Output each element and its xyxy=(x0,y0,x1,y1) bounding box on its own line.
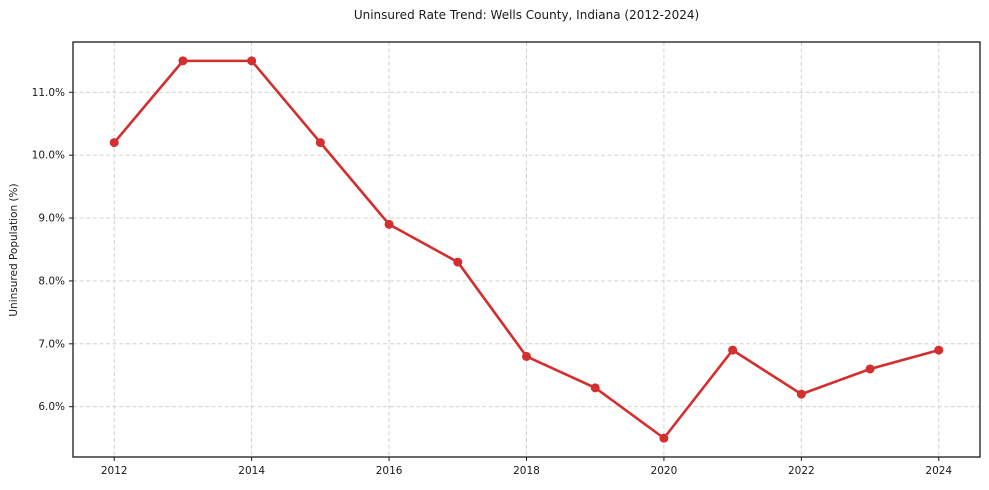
data-point-2019 xyxy=(590,383,600,393)
y-tick-label: 10.0% xyxy=(32,150,65,162)
data-point-2023 xyxy=(865,364,875,374)
x-tick-label: 2022 xyxy=(788,465,815,477)
x-tick-label: 2020 xyxy=(651,465,678,477)
y-tick-label: 7.0% xyxy=(38,338,65,350)
x-tick-label: 2018 xyxy=(513,465,540,477)
data-point-2018 xyxy=(522,351,531,361)
data-point-2012 xyxy=(109,138,119,148)
data-point-2014 xyxy=(247,56,257,66)
x-tick-label: 2016 xyxy=(376,465,403,477)
data-point-2024 xyxy=(934,345,944,355)
data-point-2017 xyxy=(453,257,463,267)
chart-title: Uninsured Rate Trend: Wells County, Indi… xyxy=(353,8,700,22)
x-tick-label: 2012 xyxy=(101,465,128,477)
y-tick-label: 8.0% xyxy=(38,275,65,287)
x-tick-label: 2014 xyxy=(238,465,265,477)
data-point-2013 xyxy=(178,56,188,66)
y-tick-label: 11.0% xyxy=(32,87,65,99)
x-tick-label: 2024 xyxy=(925,465,952,477)
data-point-2015 xyxy=(315,138,325,148)
y-tick-label: 9.0% xyxy=(38,213,65,225)
data-point-2020 xyxy=(659,433,669,443)
data-point-2022 xyxy=(796,389,806,399)
data-point-2021 xyxy=(728,345,738,355)
data-point-2016 xyxy=(384,219,394,229)
y-tick-label: 6.0% xyxy=(38,401,65,413)
